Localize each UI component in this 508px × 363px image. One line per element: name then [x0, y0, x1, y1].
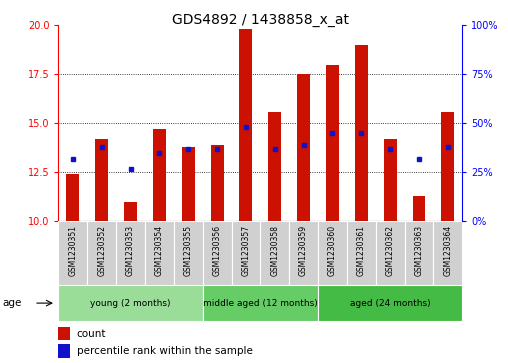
Bar	[203, 221, 232, 285]
Bar	[58, 221, 87, 285]
Bar	[441, 112, 454, 221]
Bar	[58, 285, 203, 321]
Bar	[326, 65, 339, 221]
Bar	[124, 202, 137, 221]
Bar	[67, 174, 79, 221]
Bar	[211, 145, 224, 221]
Text: GSM1230359: GSM1230359	[299, 225, 308, 276]
Text: young (2 months): young (2 months)	[90, 299, 171, 307]
Text: GSM1230352: GSM1230352	[97, 225, 106, 276]
Bar	[145, 221, 174, 285]
Text: GSM1230357: GSM1230357	[241, 225, 250, 276]
Text: GSM1230354: GSM1230354	[155, 225, 164, 276]
Bar	[58, 327, 70, 340]
Bar	[116, 221, 145, 285]
Text: count: count	[77, 329, 106, 339]
Bar	[297, 74, 310, 221]
Bar	[355, 45, 368, 221]
Bar	[58, 344, 70, 358]
Bar	[347, 221, 376, 285]
Text: GSM1230360: GSM1230360	[328, 225, 337, 276]
Text: middle aged (12 months): middle aged (12 months)	[203, 299, 318, 307]
Text: GSM1230362: GSM1230362	[386, 225, 395, 276]
Bar	[433, 221, 462, 285]
Bar	[182, 147, 195, 221]
Bar	[268, 112, 281, 221]
Bar	[174, 221, 203, 285]
Bar	[384, 139, 397, 221]
Bar	[289, 221, 318, 285]
Bar	[412, 196, 426, 221]
Bar	[87, 221, 116, 285]
Text: GSM1230363: GSM1230363	[415, 225, 424, 276]
Text: GSM1230364: GSM1230364	[443, 225, 452, 276]
Bar	[203, 285, 318, 321]
Text: GSM1230361: GSM1230361	[357, 225, 366, 276]
Bar	[95, 139, 108, 221]
Text: age: age	[3, 298, 22, 308]
Text: GSM1230356: GSM1230356	[212, 225, 221, 276]
Bar	[232, 221, 261, 285]
Text: GSM1230351: GSM1230351	[69, 225, 77, 276]
Bar	[239, 29, 252, 221]
Bar	[261, 221, 289, 285]
Bar	[318, 285, 462, 321]
Text: aged (24 months): aged (24 months)	[350, 299, 430, 307]
Bar	[404, 221, 433, 285]
Text: GSM1230358: GSM1230358	[270, 225, 279, 276]
Bar	[376, 221, 404, 285]
Text: GSM1230353: GSM1230353	[126, 225, 135, 276]
Bar	[153, 129, 166, 221]
Bar	[318, 221, 347, 285]
Text: GDS4892 / 1438858_x_at: GDS4892 / 1438858_x_at	[172, 13, 349, 27]
Text: percentile rank within the sample: percentile rank within the sample	[77, 346, 252, 356]
Text: GSM1230355: GSM1230355	[184, 225, 193, 276]
